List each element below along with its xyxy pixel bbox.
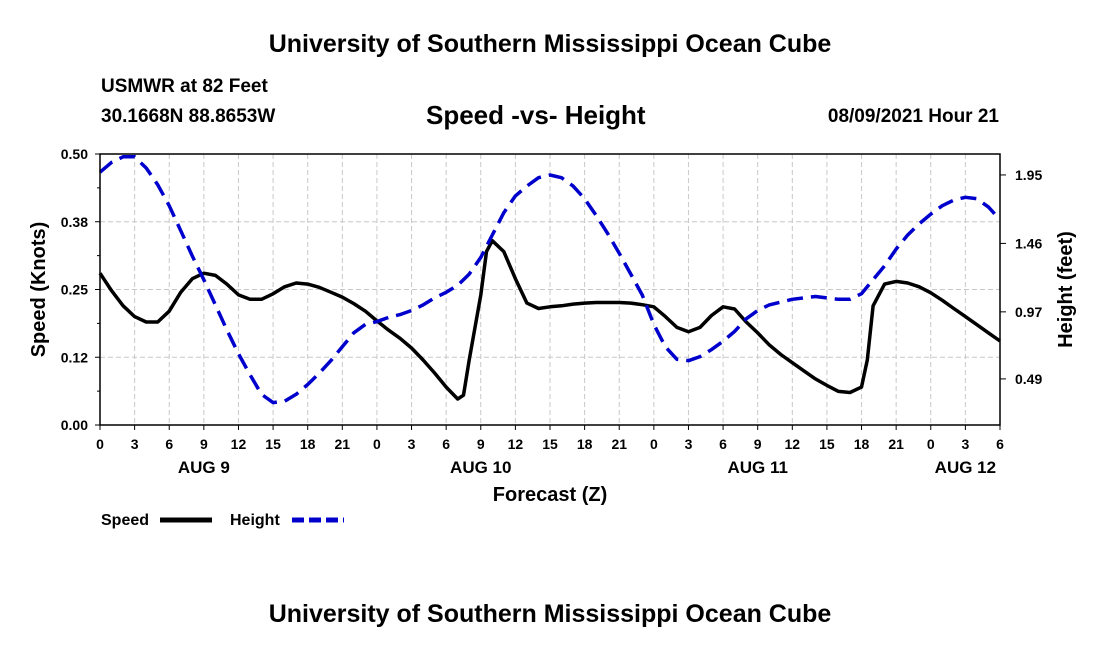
x-tick-label: 12 [785, 436, 801, 452]
x-tick-label: 18 [854, 436, 870, 452]
x-tick-label: 6 [165, 436, 173, 452]
station-label: USMWR at 82 Feet [101, 76, 268, 97]
x-tick-label: 3 [685, 436, 693, 452]
y2-tick-label: 1.95 [1015, 167, 1042, 183]
day-label: AUG 9 [178, 458, 230, 477]
x-tick-label: 18 [577, 436, 593, 452]
x-tick-label: 3 [408, 436, 416, 452]
day-label: AUG 12 [935, 458, 996, 477]
chart-subtitle: Speed -vs- Height [426, 100, 646, 130]
y-axis-title: Speed (Knots) [28, 222, 50, 358]
x-tick-label: 21 [611, 436, 627, 452]
chart-footer-title: University of Southern Mississippi Ocean… [268, 600, 832, 628]
x-tick-label: 12 [508, 436, 524, 452]
day-label: AUG 11 [727, 458, 787, 477]
chart-main-title: University of Southern Mississippi Ocean… [268, 30, 832, 58]
x-tick-label: 18 [300, 436, 316, 452]
x-tick-label: 15 [265, 436, 281, 452]
x-tick-label: 6 [719, 436, 727, 452]
x-tick-label: 0 [96, 436, 104, 452]
x-tick-label: 9 [200, 436, 208, 452]
legend: Speed Height [101, 512, 344, 529]
x-tick-label: 15 [542, 436, 558, 452]
x-tick-label: 3 [961, 436, 969, 452]
y2-tick-label: 1.46 [1015, 235, 1042, 251]
x-tick-label: 0 [927, 436, 935, 452]
axes: 0 3 6 9 12 15 18 21 0 3 6 9 12 15 18 21 0 3 6 9 12 15 18 21 0 3 6A… [28, 146, 1077, 506]
speed-series-line [98, 238, 1002, 401]
forecast-datestamp: 08/09/2021 Hour 21 [827, 106, 999, 127]
coordinates-label: 30.1668N 88.8653W [101, 106, 276, 127]
y2-axis-title: Height (feet) [1055, 231, 1077, 348]
x-tick-label: 12 [231, 436, 247, 452]
x-tick-label: 9 [477, 436, 485, 452]
x-tick-label: 6 [996, 436, 1004, 452]
y-tick-label: 0.25 [61, 282, 88, 298]
x-tick-label: 3 [131, 436, 139, 452]
y-tick-label: 0.12 [61, 349, 88, 365]
x-tick-label: 6 [442, 436, 450, 452]
x-tick-label: 0 [650, 436, 658, 452]
day-label: AUG 10 [450, 458, 511, 477]
y2-tick-label: 0.49 [1015, 371, 1042, 387]
x-axis-title: Forecast (Z) [493, 484, 607, 506]
series-layer [98, 155, 1002, 405]
y-tick-label: 0.38 [61, 214, 88, 230]
x-tick-label: 21 [888, 436, 904, 452]
x-tick-label: 0 [373, 436, 381, 452]
y-tick-label: 0.00 [61, 417, 88, 433]
height-series-line [98, 155, 1002, 405]
x-tick-label: 21 [335, 436, 351, 452]
y-tick-label: 0.50 [61, 146, 88, 162]
x-tick-label: 15 [819, 436, 835, 452]
legend-label-height: Height [230, 512, 280, 529]
x-tick-label: 9 [754, 436, 762, 452]
y2-tick-label: 0.97 [1015, 304, 1042, 320]
legend-label-speed: Speed [101, 512, 149, 529]
